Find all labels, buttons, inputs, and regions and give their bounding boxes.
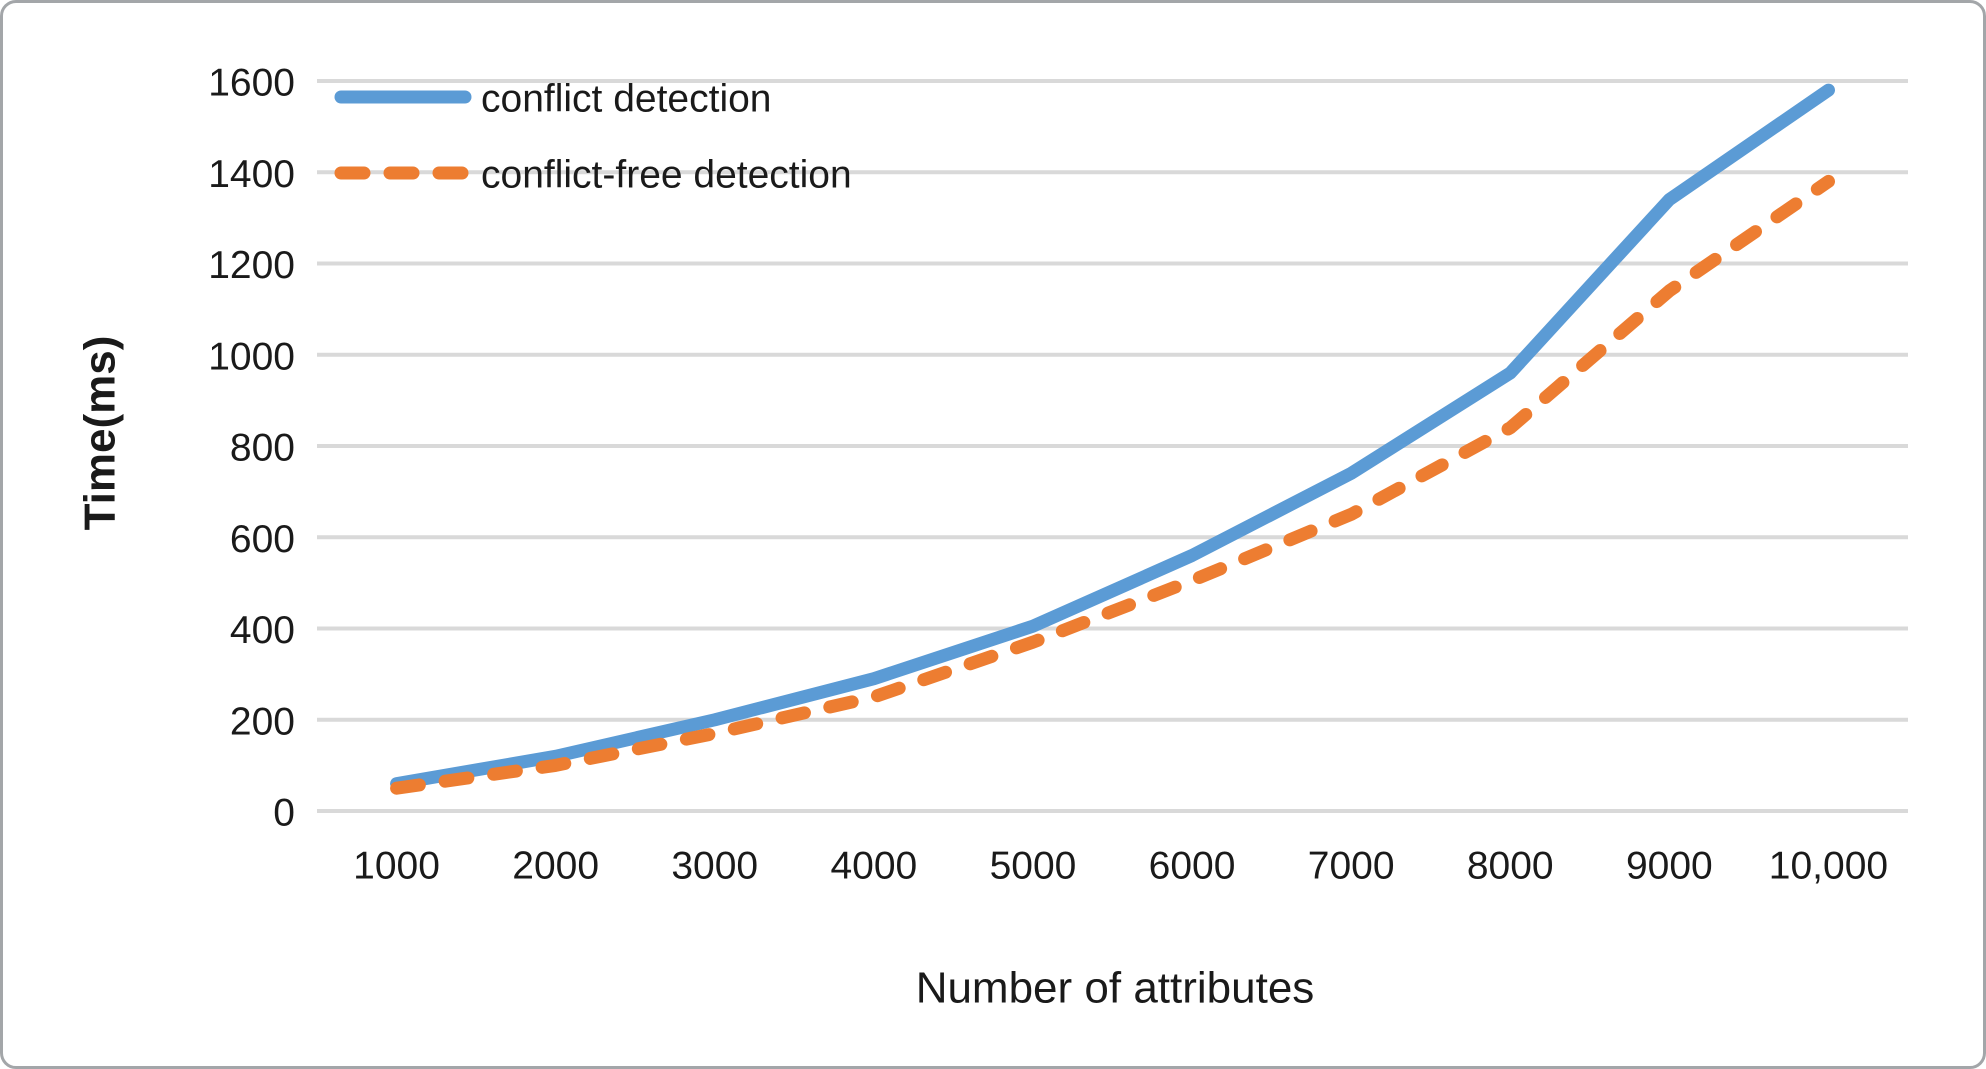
x-tick-2000: 2000	[512, 845, 599, 888]
x-tick-7000: 7000	[1308, 845, 1395, 888]
x-tick-10,000: 10,000	[1769, 845, 1888, 888]
y-tick-1600: 1600	[208, 62, 295, 105]
x-axis-tick-labels: 1000 2000 3000 4000 5000 6000 7000 8000 9000 10,0…	[353, 845, 1888, 888]
y-tick-200: 200	[230, 700, 295, 743]
gridlines	[317, 79, 1908, 813]
y-tick-1400: 1400	[208, 153, 295, 196]
x-tick-5000: 5000	[990, 845, 1077, 888]
y-tick-400: 400	[230, 609, 295, 652]
series-line-0	[390, 83, 1835, 791]
y-tick-1000: 1000	[208, 335, 295, 378]
y-tick-800: 800	[230, 427, 295, 470]
y-axis-title: Time(ms)	[76, 336, 125, 531]
x-tick-8000: 8000	[1467, 845, 1554, 888]
x-tick-1000: 1000	[353, 845, 440, 888]
x-tick-4000: 4000	[830, 845, 917, 888]
y-axis-tick-labels: 0 200 400 600 800 1000 1200 1400 1600	[208, 62, 295, 835]
x-axis-title: Number of attributes	[916, 964, 1315, 1013]
x-tick-6000: 6000	[1149, 845, 1236, 888]
series-line-1	[390, 174, 1835, 795]
legend-label-conflict-free-detection: conflict-free detection	[481, 154, 852, 197]
x-tick-3000: 3000	[671, 845, 758, 888]
y-tick-1200: 1200	[208, 244, 295, 287]
data-series-lines	[390, 83, 1835, 795]
x-tick-9000: 9000	[1626, 845, 1713, 888]
y-tick-600: 600	[230, 518, 295, 561]
legend-label-conflict-detection: conflict detection	[481, 78, 772, 121]
line-chart: 0 200 400 600 800 1000 1200 1400 1600 1000 2000 30…	[76, 62, 1908, 1013]
y-tick-0: 0	[273, 792, 295, 835]
legend: conflict detection conflict-free detecti…	[334, 78, 852, 197]
